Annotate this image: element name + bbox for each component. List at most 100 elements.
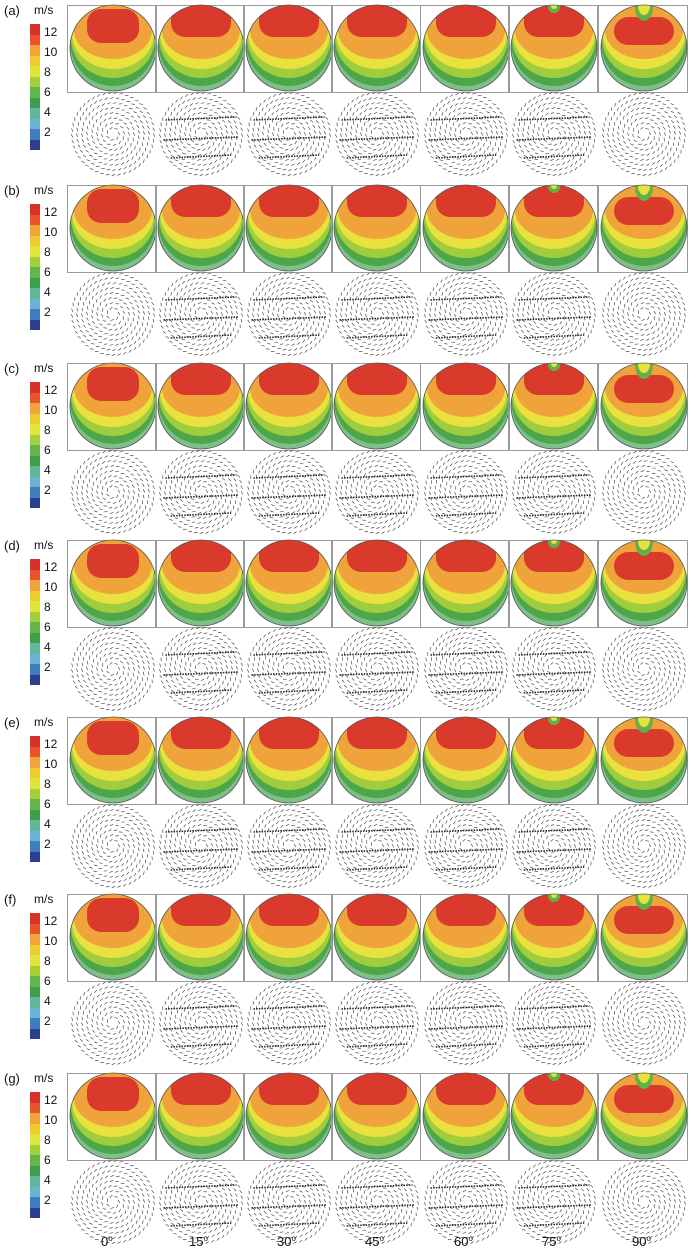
vector-arrows bbox=[335, 804, 419, 888]
colorbar-segment bbox=[30, 1134, 40, 1145]
velocity-contour-sphere bbox=[157, 184, 245, 272]
colorbar-segment bbox=[30, 246, 40, 257]
colorbar-segment bbox=[30, 643, 40, 654]
colorbar-segment bbox=[30, 788, 40, 799]
degree-symbol: o bbox=[203, 1234, 208, 1243]
degree-symbol: o bbox=[291, 1234, 296, 1243]
panel-label: (g) bbox=[4, 1071, 20, 1086]
colorbar-tick-label: 8 bbox=[44, 1133, 51, 1147]
colorbar-segment bbox=[30, 997, 40, 1008]
colorbar-segment bbox=[30, 632, 40, 643]
velocity-contour-sphere bbox=[422, 716, 510, 804]
velocity-vector-sphere bbox=[512, 804, 596, 888]
contour-bands bbox=[246, 540, 332, 626]
panel-label: (a) bbox=[4, 3, 20, 18]
colorbar-tick-label: 10 bbox=[44, 1113, 58, 1127]
colorbar-segment bbox=[30, 944, 40, 955]
vector-arrows bbox=[512, 1160, 596, 1244]
degree-symbol: o bbox=[556, 1234, 561, 1243]
angle-label: 15o bbox=[189, 1234, 208, 1249]
vector-arrows bbox=[424, 981, 508, 1065]
angle-value: 60 bbox=[454, 1234, 469, 1249]
contour-bands bbox=[246, 185, 332, 271]
colorbar-tick-label: 6 bbox=[44, 85, 51, 99]
contour-bands bbox=[334, 185, 420, 271]
vector-arrows bbox=[71, 1160, 155, 1244]
colorbar-tick-label: 10 bbox=[44, 580, 58, 594]
colorbar-unit-label: m/s bbox=[34, 361, 54, 375]
colorbar-segment bbox=[30, 288, 40, 299]
velocity-vector-sphere bbox=[247, 804, 331, 888]
velocity-contour-sphere bbox=[157, 716, 245, 804]
velocity-vector-sphere bbox=[335, 450, 419, 534]
colorbar-unit-label: m/s bbox=[34, 1071, 54, 1085]
colorbar-segment bbox=[30, 653, 40, 664]
colorbar-tick-label: 2 bbox=[44, 125, 51, 139]
colorbar-segment bbox=[30, 97, 40, 108]
velocity-contour-sphere bbox=[600, 362, 688, 450]
colorbar-tick-label: 12 bbox=[44, 914, 58, 928]
colorbar-tick-label: 6 bbox=[44, 443, 51, 457]
degree-symbol: o bbox=[379, 1234, 384, 1243]
velocity-vector-sphere bbox=[71, 804, 155, 888]
contour-bands bbox=[70, 1073, 156, 1159]
colorbar-segment bbox=[30, 965, 40, 976]
contour-bands bbox=[511, 5, 597, 91]
vector-arrows bbox=[247, 450, 331, 534]
velocity-contour-sphere bbox=[510, 184, 598, 272]
colorbar-unit-label: m/s bbox=[34, 892, 54, 906]
velocity-vector-sphere bbox=[159, 450, 243, 534]
vector-arrows bbox=[424, 804, 508, 888]
colorbar-tick-label: 4 bbox=[44, 817, 51, 831]
vector-arrows bbox=[602, 92, 686, 176]
colorbar-tick-label: 10 bbox=[44, 757, 58, 771]
angle-value: 75 bbox=[542, 1234, 557, 1249]
vector-arrows bbox=[247, 92, 331, 176]
velocity-contour-sphere bbox=[245, 362, 333, 450]
vector-arrows bbox=[159, 627, 243, 711]
velocity-vector-sphere bbox=[335, 804, 419, 888]
velocity-vector-sphere bbox=[335, 272, 419, 356]
contour-bands bbox=[246, 5, 332, 91]
colorbar-segment bbox=[30, 913, 40, 924]
velocity-contour-sphere bbox=[600, 184, 688, 272]
colorbar-tick-label: 10 bbox=[44, 225, 58, 239]
colorbar-segment bbox=[30, 455, 40, 466]
vector-arrows bbox=[424, 1160, 508, 1244]
velocity-contour-sphere bbox=[245, 539, 333, 627]
colorbar-tick-label: 4 bbox=[44, 285, 51, 299]
colorbar-unit-label: m/s bbox=[34, 715, 54, 729]
degree-symbol: o bbox=[468, 1234, 473, 1243]
panel-label: (e) bbox=[4, 715, 20, 730]
angle-value: 45 bbox=[365, 1234, 380, 1249]
velocity-contour-sphere bbox=[600, 893, 688, 981]
colorbar-tick-label: 6 bbox=[44, 797, 51, 811]
velocity-vector-sphere bbox=[159, 92, 243, 176]
vector-arrows bbox=[602, 272, 686, 356]
vector-arrows bbox=[71, 272, 155, 356]
colorbar-tick-label: 2 bbox=[44, 1193, 51, 1207]
velocity-vector-sphere bbox=[159, 1160, 243, 1244]
velocity-contour-sphere bbox=[422, 184, 510, 272]
colorbar-tick-label: 2 bbox=[44, 1014, 51, 1028]
velocity-contour-sphere bbox=[333, 716, 421, 804]
velocity-contour-sphere bbox=[333, 362, 421, 450]
velocity-vector-sphere bbox=[71, 92, 155, 176]
colorbar-tick-label: 4 bbox=[44, 105, 51, 119]
colorbar-segment bbox=[30, 87, 40, 98]
velocity-vector-sphere bbox=[247, 627, 331, 711]
colorbar bbox=[30, 204, 40, 330]
contour-bands bbox=[246, 363, 332, 449]
contour-bands bbox=[70, 894, 156, 980]
contour-bands bbox=[601, 1073, 687, 1159]
velocity-contour-sphere bbox=[333, 184, 421, 272]
colorbar-segment bbox=[30, 382, 40, 393]
colorbar-segment bbox=[30, 235, 40, 246]
velocity-vector-sphere bbox=[71, 450, 155, 534]
contour-bands bbox=[158, 1073, 244, 1159]
colorbar-segment bbox=[30, 559, 40, 570]
velocity-contour-sphere bbox=[600, 539, 688, 627]
vector-arrows bbox=[71, 981, 155, 1065]
velocity-contour-sphere bbox=[69, 716, 157, 804]
